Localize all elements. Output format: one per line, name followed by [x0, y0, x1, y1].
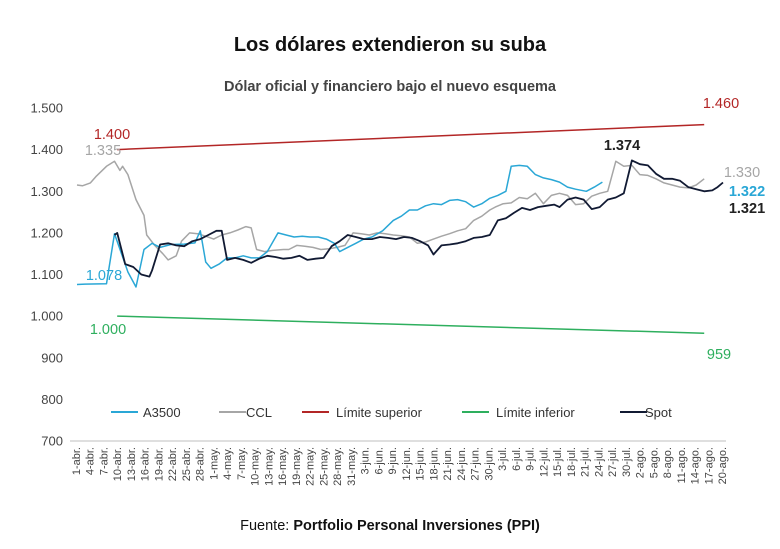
x-tick-label: 19-abr.	[153, 447, 165, 481]
x-tick-label: 5-ago.	[648, 447, 660, 478]
x-tick-label: 25-abr.	[181, 447, 193, 481]
annotation-label: 1.460	[703, 96, 739, 112]
x-tick-label: 18-jul.	[566, 447, 578, 477]
annotation-label: 1.335	[85, 143, 121, 159]
x-tick-label: 3-jul.	[497, 447, 509, 471]
series-line-l-mite-superior	[117, 123, 705, 151]
x-tick-label: 18-jun.	[428, 447, 440, 481]
x-tick-label: 24-jul.	[593, 447, 605, 477]
x-tick-label: 25-may.	[318, 447, 330, 486]
series-line-a3500	[76, 164, 603, 288]
y-tick-label: 1.000	[30, 309, 63, 324]
x-tick-label: 13-may.	[263, 447, 275, 486]
source-name: Portfolio Personal Inversiones (PPI)	[293, 518, 540, 534]
x-tick-label: 9-jun.	[387, 447, 399, 475]
x-tick-label: 7-abr.	[98, 447, 110, 475]
x-tick-label: 13-abr.	[126, 447, 138, 481]
x-tick-label: 15-jun.	[415, 447, 427, 481]
y-tick-label: 1.400	[30, 142, 63, 157]
y-axis-ticks: 700 800 900 1.000 1.100 1.200 1.300 1.400 1.500	[30, 101, 63, 449]
chart-title: Los dólares extendieron su suba	[233, 34, 547, 56]
legend-label: Límite inferior	[496, 405, 575, 420]
annotation-label: 1.000	[90, 322, 126, 338]
x-tick-label: 7-may.	[236, 447, 248, 480]
x-tick-label: 3-jun.	[360, 447, 372, 475]
x-tick-label: 14-ago.	[690, 447, 702, 484]
legend-label: Límite superior	[336, 405, 423, 420]
x-tick-label: 21-jul.	[580, 447, 592, 477]
series-line-l-mite-inferior	[117, 315, 705, 334]
x-tick-label: 12-jul.	[538, 447, 550, 477]
chart-source: Fuente: Portfolio Personal Inversiones (…	[0, 518, 780, 534]
x-tick-label: 8-ago.	[662, 447, 674, 478]
x-tick-label: 10-may.	[250, 447, 262, 486]
x-tick-label: 28-abr.	[195, 447, 207, 481]
x-tick-label: 20-ago.	[717, 447, 729, 484]
x-tick-label: 16-abr.	[140, 447, 152, 481]
x-tick-label: 1-may.	[208, 447, 220, 480]
y-tick-label: 1.500	[30, 101, 63, 116]
x-tick-label: 4-abr.	[85, 447, 97, 475]
x-tick-label: 19-may.	[291, 447, 303, 486]
chart-subtitle: Dólar oficial y financiero bajo el nuevo…	[224, 79, 556, 95]
x-tick-label: 31-may.	[346, 447, 358, 486]
x-axis-ticks: 1-abr. 4-abr. 7-abr. 10-abr. 13-abr. 16-abr. 1…	[71, 447, 729, 486]
x-tick-label: 22-may.	[305, 447, 317, 486]
y-tick-label: 1.200	[30, 225, 63, 240]
x-tick-label: 21-jun.	[442, 447, 454, 481]
annotation-label: 959	[707, 347, 731, 363]
x-tick-label: 16-may.	[277, 447, 289, 486]
series-lines	[76, 123, 724, 334]
x-tick-label: 9-jul.	[525, 447, 537, 471]
x-tick-label: 28-may.	[332, 447, 344, 486]
legend-label: A3500	[143, 405, 181, 420]
annotation-label: 1.078	[86, 268, 122, 284]
x-tick-label: 1-abr.	[71, 447, 83, 475]
x-tick-label: 15-jul.	[552, 447, 564, 477]
y-tick-label: 1.100	[30, 267, 63, 282]
x-tick-label: 30-jul.	[621, 447, 633, 477]
x-tick-label: 27-jun.	[470, 447, 482, 481]
x-tick-label: 10-abr.	[112, 447, 124, 481]
annotation-label: 1.322	[729, 184, 765, 200]
x-tick-label: 6-jun.	[373, 447, 385, 475]
x-tick-label: 11-ago.	[676, 447, 688, 484]
y-tick-label: 700	[41, 434, 63, 449]
series-line-ccl	[76, 160, 705, 261]
x-tick-label: 4-may.	[222, 447, 234, 480]
y-tick-label: 800	[41, 392, 63, 407]
series-line-spot	[113, 159, 724, 278]
annotation-label: 1.400	[94, 127, 130, 143]
annotation-label: 1.374	[604, 138, 640, 154]
chart-legend: A3500 CCL Límite superior Límite inferior Sp…	[111, 405, 672, 420]
x-tick-label: 22-abr.	[167, 447, 179, 481]
x-tick-label: 6-jul.	[511, 447, 523, 471]
y-tick-label: 900	[41, 350, 63, 365]
y-tick-label: 1.300	[30, 184, 63, 199]
x-tick-label: 24-jun.	[456, 447, 468, 481]
legend-label: Spot	[645, 405, 672, 420]
x-tick-label: 30-jun.	[483, 447, 495, 481]
x-tick-label: 27-jul.	[607, 447, 619, 477]
x-tick-label: 17-ago.	[703, 447, 715, 484]
x-tick-label: 12-jun.	[401, 447, 413, 481]
annotation-label: 1.321	[729, 201, 765, 217]
legend-label: CCL	[246, 405, 272, 420]
x-tick-label: 2-ago.	[635, 447, 647, 478]
source-prefix: Fuente:	[240, 518, 294, 534]
annotation-label: 1.330	[724, 165, 760, 181]
